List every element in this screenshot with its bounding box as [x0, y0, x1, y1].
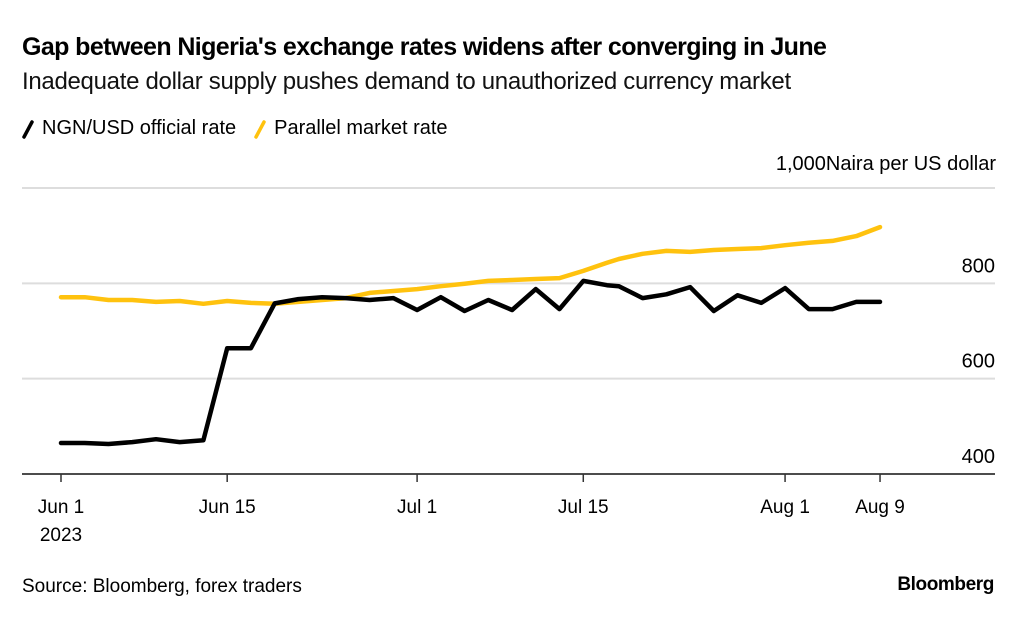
- legend-item-parallel: Parallel market rate: [254, 117, 448, 140]
- legend-item-official: NGN/USD official rate: [22, 117, 236, 140]
- series-lines: [58, 224, 883, 447]
- legend-swatch-official: [22, 119, 34, 139]
- y-axis-top-tick: 1,000: [775, 153, 826, 175]
- chart-title: Gap between Nigeria's exchange rates wid…: [22, 33, 827, 61]
- x-tick-label: Jun 15: [199, 497, 256, 518]
- series-line-parallel-rate: [58, 224, 883, 307]
- x-tick-label: Aug 1: [760, 497, 810, 518]
- y-tick-label: 400: [962, 446, 995, 468]
- x-tick-label: Aug 9: [855, 497, 905, 518]
- x-tick-label: Jun 1: [38, 497, 84, 518]
- unit-label: Naira per US dollar: [825, 153, 996, 175]
- x-tick-label: Jul 15: [558, 497, 609, 518]
- series-line-official-rate: [58, 278, 883, 447]
- gridlines: [22, 187, 995, 380]
- y-tick-label: 800: [962, 255, 995, 277]
- legend-swatch-parallel: [254, 119, 266, 139]
- x-tick-label: Jul 1: [397, 497, 437, 518]
- y-axis-labels: 400 600 800: [962, 255, 995, 468]
- x-axis: Jun 1 2023 Jun 15 Jul 1 Jul 15 Aug 1 Aug 9: [22, 473, 995, 546]
- legend: NGN/USD official rate Parallel market ra…: [22, 117, 466, 140]
- y-axis-unit: 1,000Naira per US dollar: [776, 153, 996, 176]
- chart-subtitle: Inadequate dollar supply pushes demand t…: [22, 68, 791, 95]
- bloomberg-logo: Bloomberg: [897, 574, 994, 595]
- x-tick-sublabel: 2023: [40, 525, 82, 546]
- y-tick-label: 600: [962, 351, 995, 373]
- legend-label-parallel: Parallel market rate: [274, 117, 448, 139]
- source-note: Source: Bloomberg, forex traders: [22, 576, 302, 597]
- legend-label-official: NGN/USD official rate: [42, 117, 237, 139]
